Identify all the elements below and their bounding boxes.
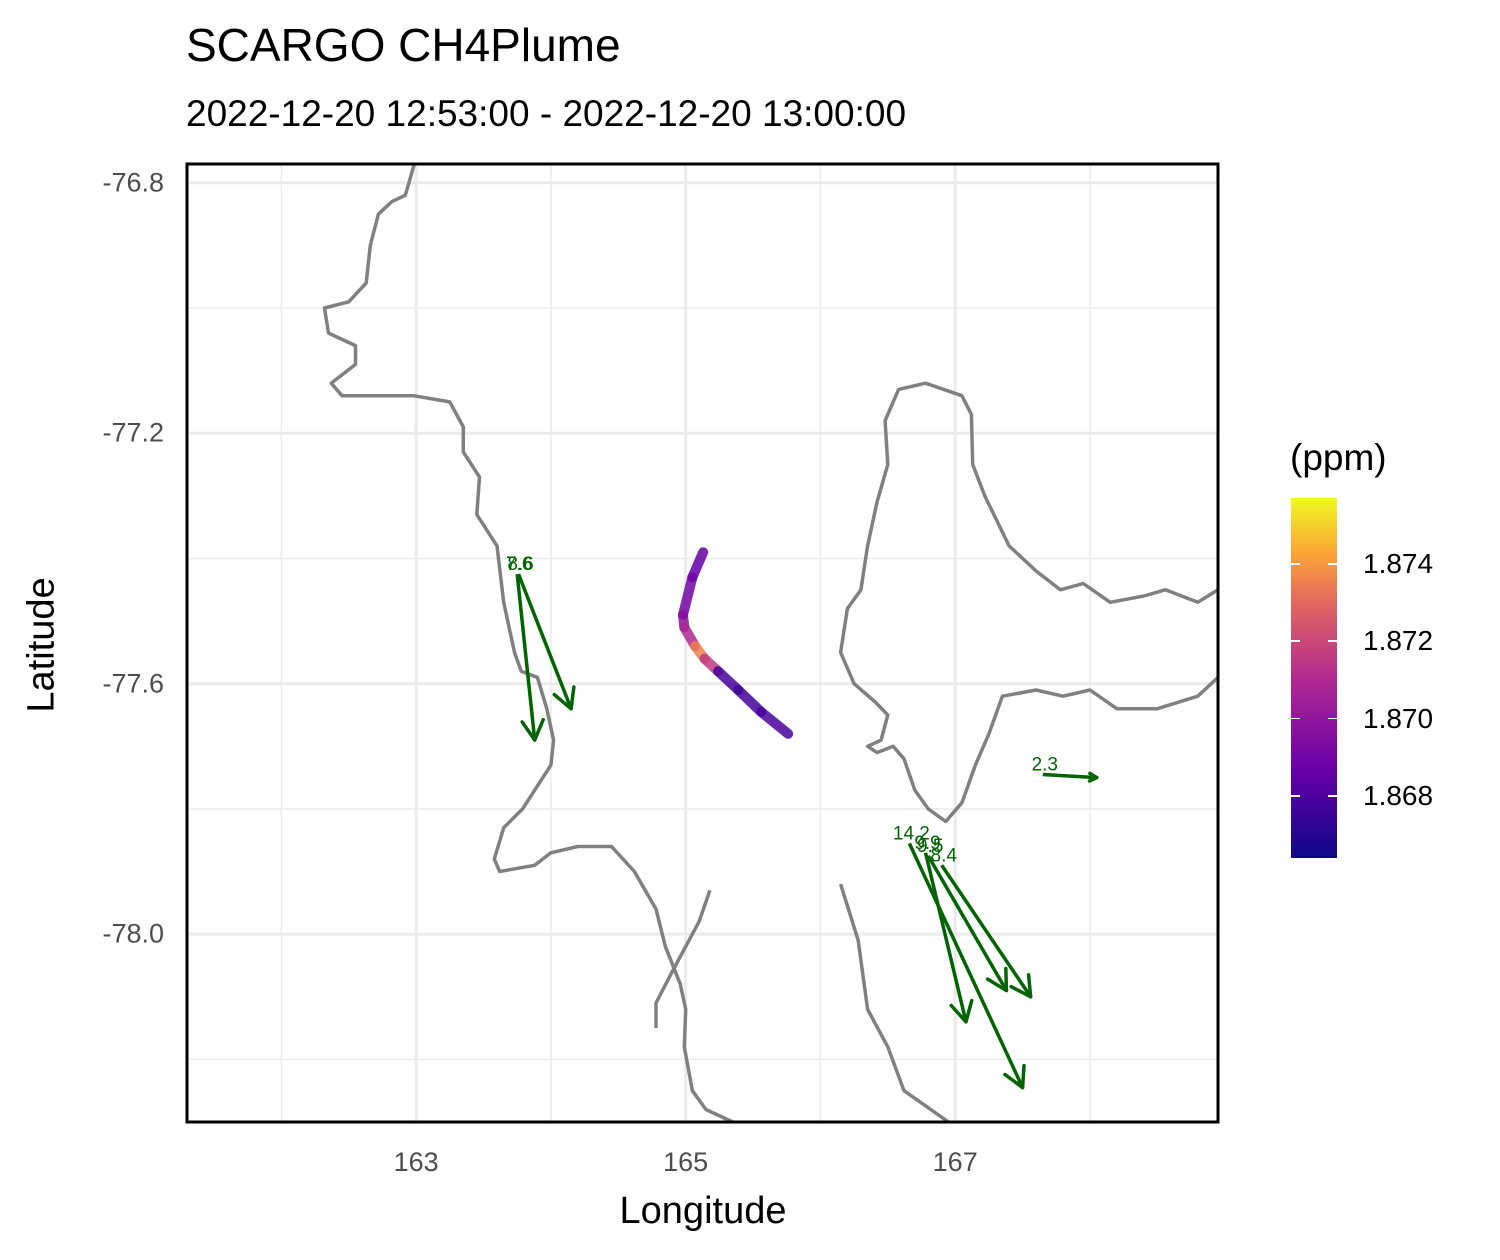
coastline [838, 883, 950, 1122]
y-tick-label: -77.2 [102, 417, 164, 448]
wind-vector: 7.6 [506, 554, 545, 742]
wind-vectors: 7.68.6 2.3 14.29.99.58.4 [506, 554, 1099, 1090]
wind-arrow-head [985, 977, 1009, 993]
wind-arrow-head [1003, 1072, 1025, 1090]
x-tick-label: 163 [393, 1147, 439, 1177]
wind-arrow-head [964, 998, 974, 1024]
colorbar-tick-mark [1328, 795, 1337, 797]
wind-vector: 14.2 [893, 823, 1026, 1090]
wind-speed-label: 14.2 [893, 823, 930, 844]
x-tick-label: 167 [932, 1147, 978, 1177]
plot-background [187, 164, 1218, 1122]
colorbar-tick-label: 1.872 [1363, 625, 1434, 657]
colorbar-tick-label: 1.874 [1363, 547, 1434, 579]
y-axis-label: Latitude [20, 577, 63, 713]
y-tick-label: -76.8 [102, 167, 164, 198]
coastline [322, 164, 734, 1122]
wind-speed-label: 7.6 [506, 554, 532, 575]
colorbar-tick-mark [1328, 717, 1337, 720]
flight-track-segment [733, 684, 767, 717]
wind-arrow-head [532, 717, 545, 742]
wind-arrow-head [949, 1003, 968, 1024]
grid-lines [187, 164, 1218, 1122]
x-axis-label: Longitude [619, 1190, 787, 1232]
colorbar-tick-mark [1291, 563, 1300, 565]
y-tick-label: -78.0 [102, 918, 164, 949]
flight-track-segment [677, 572, 698, 620]
flight-track-segment [756, 706, 794, 739]
wind-vector: 9.9 [914, 833, 974, 1024]
colorbar-tick-mark [1328, 640, 1337, 642]
wind-arrow-shaft [940, 864, 1033, 998]
colorbar-tick-mark [1328, 563, 1337, 565]
wind-arrow-shaft [516, 573, 573, 710]
plot-border [185, 162, 1220, 1124]
wind-arrow-shaft [907, 842, 1025, 1089]
colorbar-tick-mark [1291, 795, 1300, 797]
wind-vector: 8.6 [507, 554, 576, 711]
chart-subtitle: 2022-12-20 12:53:00 - 2022-12-20 13:00:0… [186, 93, 907, 134]
wind-speed-label: 2.3 [1032, 754, 1058, 775]
coastline [838, 381, 1218, 824]
colorbar-tick-label: 1.870 [1363, 702, 1434, 734]
y-tick-label: -77.6 [102, 668, 164, 699]
wind-speed-label: 8.6 [507, 554, 533, 575]
chart-title: SCARGO CH4Plume [186, 19, 621, 71]
wind-vector: 9.5 [917, 836, 1009, 993]
colorbar [1291, 498, 1337, 858]
colorbar-tick-label: 1.868 [1363, 780, 1434, 812]
wind-arrow-head [552, 692, 573, 711]
wind-arrow-shaft [1042, 772, 1097, 780]
flight-track [677, 547, 794, 739]
wind-arrow-head [1004, 966, 1009, 993]
wind-arrow-head [520, 720, 537, 742]
wind-arrow-head [1087, 775, 1099, 783]
wind-arrow-head [569, 685, 576, 711]
wind-arrow-head [1026, 973, 1033, 999]
wind-arrow-shaft [926, 855, 1008, 992]
wind-arrow-shaft [923, 852, 968, 1023]
wind-arrow-head [1020, 1063, 1026, 1090]
wind-arrow-head [1009, 984, 1033, 999]
coastlines [322, 164, 1218, 1122]
wind-vector: 2.3 [1032, 754, 1099, 783]
wind-speed-label: 9.9 [914, 833, 940, 854]
x-tick-label: 165 [663, 1147, 709, 1177]
colorbar-tick-mark [1291, 640, 1300, 642]
colorbar-tick-mark [1291, 717, 1300, 720]
wind-vector: 8.4 [931, 845, 1033, 999]
wind-arrow-shaft [515, 573, 537, 741]
wind-speed-label: 9.5 [917, 836, 943, 857]
wind-speed-label: 8.4 [931, 845, 958, 866]
coastline [654, 889, 712, 1029]
colorbar-title: (ppm) [1290, 437, 1387, 478]
